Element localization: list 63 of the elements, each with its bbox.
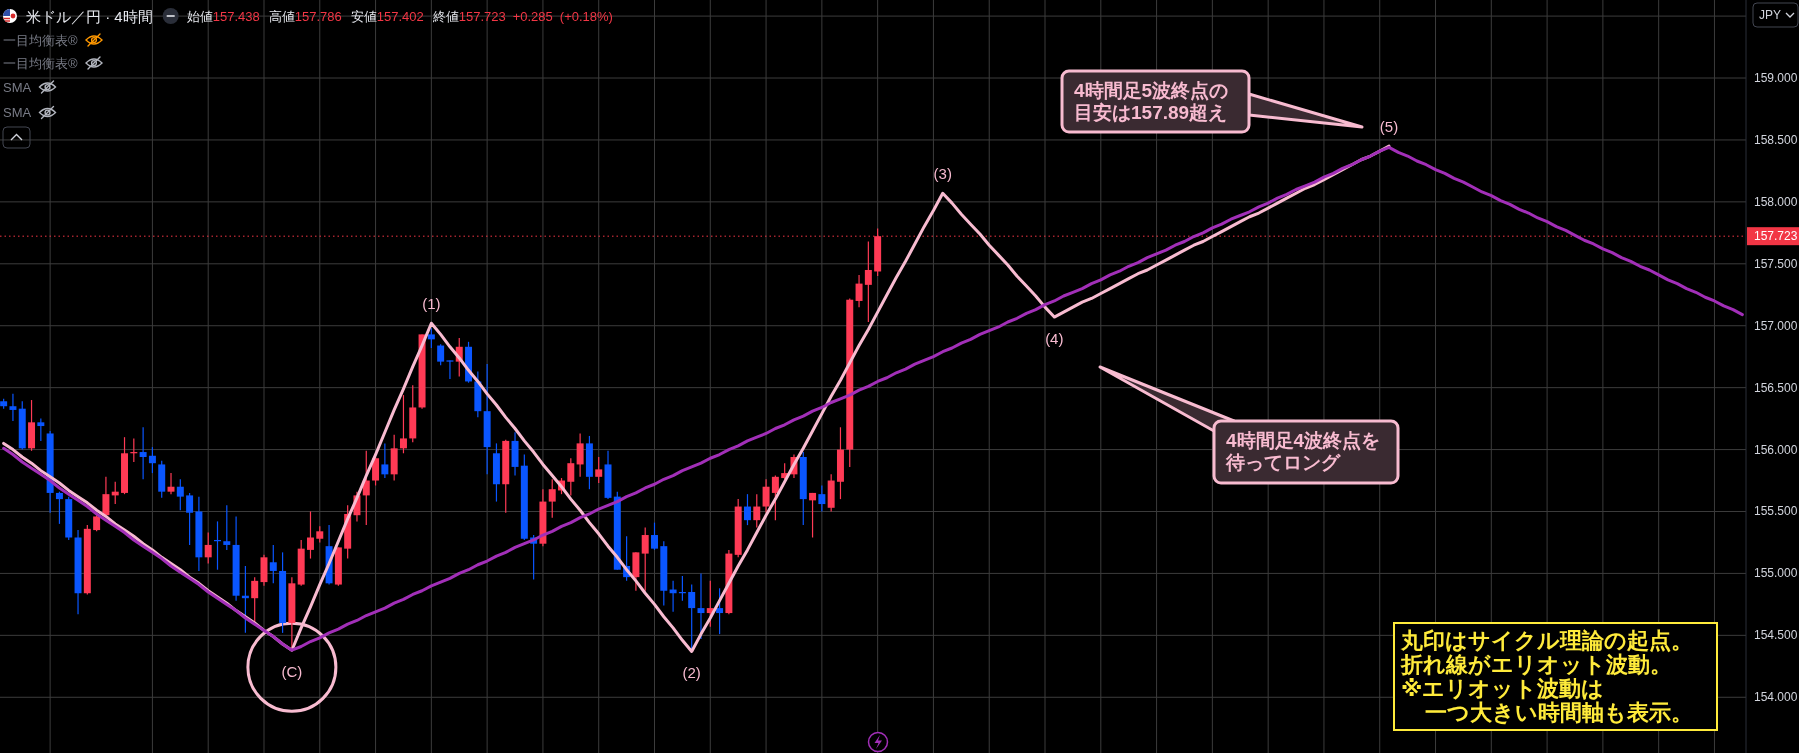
candlestick <box>818 484 826 513</box>
annotation: (1) <box>422 294 441 312</box>
candlestick <box>251 576 259 624</box>
candlestick <box>437 343 445 366</box>
candlestick <box>595 456 603 484</box>
candlestick <box>37 418 45 442</box>
candlestick <box>771 474 779 521</box>
candlestick <box>399 394 407 454</box>
candlestick <box>446 359 454 380</box>
candlestick <box>567 457 575 496</box>
candlestick <box>427 327 435 349</box>
candlestick <box>753 493 761 529</box>
candlestick <box>381 442 389 479</box>
annotation: SMA <box>3 79 32 95</box>
candlestick <box>576 432 584 478</box>
annotation: 一目均衡表® <box>3 55 78 71</box>
candlestick <box>148 446 156 474</box>
annotation: (4) <box>1045 329 1064 347</box>
annotation: SMA <box>3 105 32 120</box>
candlestick <box>855 274 863 308</box>
y-tick-label: 158.000 <box>1754 194 1798 209</box>
annotation: (3) <box>933 164 952 182</box>
annotation: 4時間足4波終点を待ってロング <box>1225 429 1381 473</box>
annotation: 一目均衡表® <box>3 32 78 48</box>
candlestick <box>186 492 194 546</box>
candlestick <box>809 492 817 539</box>
candlestick <box>762 478 770 514</box>
line-series <box>2 145 1744 652</box>
candlestick <box>55 491 63 525</box>
candlestick <box>641 527 649 592</box>
y-tick-label: 158.500 <box>1754 132 1798 147</box>
annotation: (5) <box>1379 117 1399 135</box>
candlestick <box>223 504 231 551</box>
y-tick-label: 159.000 <box>1754 71 1798 86</box>
candlestick <box>548 478 556 519</box>
text: 始値157.438 高値157.786 安値157.402 終値157.723 +0.285 (+0.18%) <box>186 8 613 24</box>
y-tick-label: 154.000 <box>1754 690 1798 705</box>
y-tick-label: 157.500 <box>1754 256 1798 271</box>
candlestick <box>306 510 314 560</box>
y-tick-label: 156.500 <box>1754 380 1798 395</box>
candlestick <box>743 493 751 526</box>
currency-dropdown: JPY <box>1752 2 1799 28</box>
candlestick <box>269 544 277 584</box>
candlestick <box>139 426 147 480</box>
y-tick-label: 157.000 <box>1754 318 1798 333</box>
y-tick-label: 156.000 <box>1754 442 1798 457</box>
candlestick <box>176 478 184 511</box>
candlestick <box>651 522 658 551</box>
candlestick <box>9 393 17 422</box>
candlestick <box>204 531 212 565</box>
candlestick <box>864 240 872 323</box>
annotation: 4時間足5波終点の目安は157.89超え <box>1074 79 1229 123</box>
candlestick <box>716 587 724 635</box>
annotation: (C) <box>281 662 303 680</box>
candlestick <box>102 476 110 516</box>
y-tick-label: 155.500 <box>1754 504 1798 519</box>
candlestick <box>372 456 380 487</box>
y-tick-label: 154.500 <box>1754 628 1798 643</box>
annotation: 丸印はサイクル理論の起点。折れ線がエリオット波動。※エリオット波動は一つ大きい時間軸も表示。 <box>1400 627 1693 725</box>
text: 米ドル／円 · 4時間 <box>26 7 153 25</box>
ref-line-label: 157.723 <box>1754 229 1798 244</box>
annotation: (2) <box>682 663 701 681</box>
y-tick-label: 155.000 <box>1754 566 1798 581</box>
